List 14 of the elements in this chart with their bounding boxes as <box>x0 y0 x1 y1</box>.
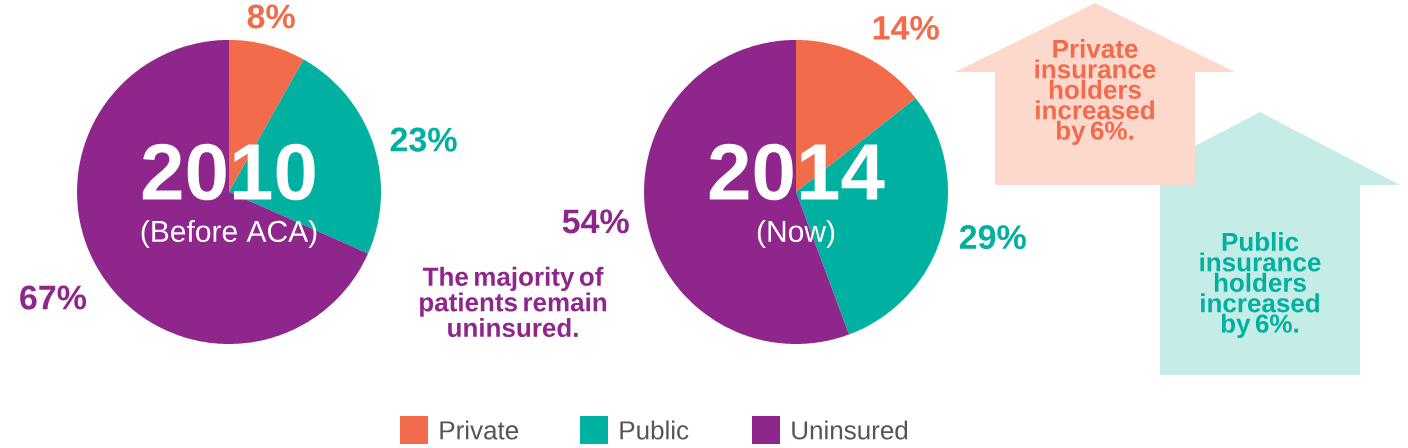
text: The majority of patients remain uninsured. <box>420 266 607 338</box>
data-label: 54% <box>562 209 629 234</box>
text: Private insurance holders increased by 6%. <box>1035 39 1156 145</box>
data-label: 8% <box>247 4 295 29</box>
text: 2014 <box>709 143 885 201</box>
legend-label: Private <box>440 420 519 440</box>
legend-label: Uninsured <box>792 420 908 440</box>
legend-label: Public <box>620 420 689 440</box>
text: Public insurance holders increased by 6%. <box>1200 232 1321 338</box>
data-label: 67% <box>20 285 87 310</box>
data-label: 14% <box>873 15 939 40</box>
text: (Before ACA) <box>141 220 317 248</box>
data-label: 23% <box>390 127 457 152</box>
data-label: 29% <box>959 225 1026 250</box>
